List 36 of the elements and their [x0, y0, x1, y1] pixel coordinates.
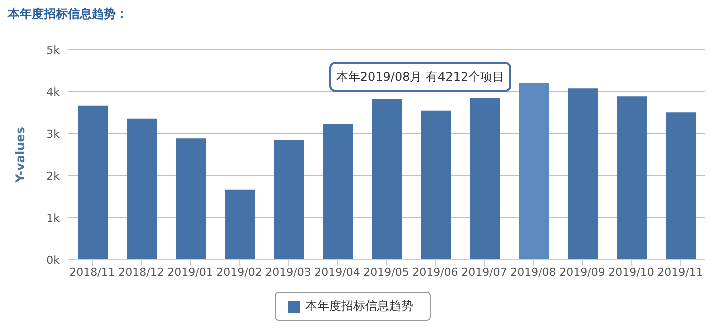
y-tick-label: 1k [46, 212, 61, 225]
bar [176, 138, 206, 260]
y-axis-title: Y-values [13, 127, 28, 184]
x-tick-label: 2019/06 [412, 266, 458, 279]
y-tick-label: 2k [46, 170, 61, 183]
x-tick-label: 2019/11 [658, 266, 704, 279]
bar [519, 83, 549, 260]
x-tick-label: 2019/02 [216, 266, 262, 279]
x-tick-label: 2019/03 [266, 266, 312, 279]
bar [127, 118, 157, 260]
x-tick-label: 2019/07 [462, 266, 508, 279]
y-tick-label: 4k [46, 86, 61, 99]
bar [421, 110, 451, 260]
bar [323, 124, 353, 260]
x-tick-label: 2018/12 [118, 266, 164, 279]
legend-label: 本年度招标信息趋势 [304, 298, 414, 315]
bar [372, 99, 402, 260]
annotation: 本年2019/08月 有4212个项目 [336, 70, 505, 84]
x-tick-label: 2018/11 [70, 266, 116, 279]
y-tick-label: 3k [46, 128, 61, 141]
bar [274, 140, 304, 260]
x-tick-label: 2019/04 [314, 266, 360, 279]
bar [470, 98, 500, 260]
bar [225, 190, 255, 260]
y-tick-label: 5k [46, 44, 61, 57]
x-tick-label: 2019/01 [168, 266, 214, 279]
x-tick-label: 2019/05 [364, 266, 410, 279]
chart-title: 本年度招标信息趋势： [8, 6, 128, 23]
x-tick-label: 2019/09 [560, 266, 606, 279]
x-tick-label: 2019/08 [510, 266, 556, 279]
x-tick-label: 2019/10 [608, 266, 654, 279]
y-tick-label: 0k [46, 254, 61, 267]
bar [78, 106, 108, 260]
bar [666, 112, 696, 260]
bar [617, 96, 647, 260]
bar [568, 88, 598, 260]
